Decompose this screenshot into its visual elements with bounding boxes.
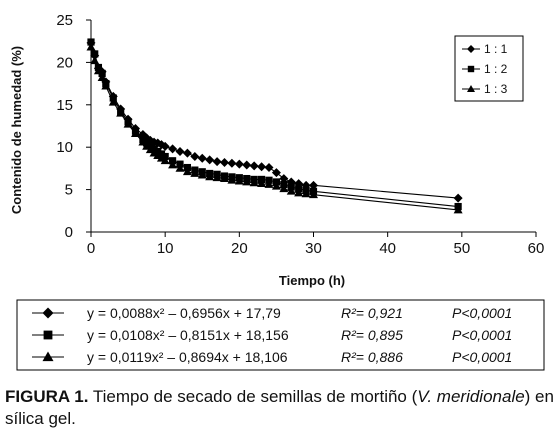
chart: 0 10 20 30 40 50 60 0 5 10 15 20 25 Contenido de hum… xyxy=(9,12,545,371)
data-point xyxy=(90,56,100,65)
data-point xyxy=(175,163,185,172)
data-point xyxy=(175,146,185,156)
fit-p-value: P<0,0001 xyxy=(452,305,512,321)
data-point xyxy=(286,186,296,195)
data-point xyxy=(197,153,207,163)
data-point xyxy=(301,189,311,198)
caption-text-before: Tiempo de secado de semillas de mortiño … xyxy=(88,387,418,406)
x-tick-label: 0 xyxy=(87,240,95,257)
data-point xyxy=(168,144,178,154)
data-point xyxy=(182,148,192,158)
y-tick-label: 20 xyxy=(56,54,73,71)
y-tick-label: 25 xyxy=(56,12,73,29)
x-tick-label: 60 xyxy=(528,240,545,257)
legend-marker-triangle xyxy=(467,85,475,92)
legend-label: 1 : 2 xyxy=(484,62,508,76)
data-point xyxy=(160,141,170,151)
data-point xyxy=(249,161,259,171)
fit-p-value: P<0,0001 xyxy=(452,349,512,365)
axes-layer: 0 10 20 30 40 50 60 0 5 10 15 20 25 xyxy=(56,12,544,257)
x-tick-label: 10 xyxy=(157,240,174,257)
data-point xyxy=(257,179,267,188)
data-point xyxy=(131,129,140,138)
data-point xyxy=(294,188,304,197)
fit-p-value: P<0,0001 xyxy=(452,327,512,343)
x-tick-label: 30 xyxy=(305,240,322,257)
fit-equation: y = 0,0108x² – 0,8151x + 18,156 xyxy=(87,327,289,343)
fit-r-squared: R²= 0,895 xyxy=(341,327,403,343)
fit-equation-table: y = 0,0088x² – 0,6956x + 17,79 R²= 0,921 P… xyxy=(16,299,545,371)
y-tick-label: 5 xyxy=(65,182,73,199)
data-point xyxy=(182,167,192,176)
data-point xyxy=(279,174,289,184)
series-layer xyxy=(86,38,463,214)
data-point xyxy=(212,157,222,167)
data-point xyxy=(197,170,207,179)
y-tick-label: 10 xyxy=(56,139,73,156)
data-point xyxy=(190,152,200,162)
x-axis-title: Tiempo (h) xyxy=(279,273,345,288)
fit-equation: y = 0,0088x² – 0,6956x + 17,79 xyxy=(87,305,281,321)
data-point xyxy=(205,155,215,165)
fit-table-marker-diamond xyxy=(42,307,54,319)
data-point xyxy=(249,178,259,187)
figure-caption: FIGURA 1. Tiempo de secado de semillas d… xyxy=(5,386,557,430)
data-point xyxy=(242,160,252,170)
data-point xyxy=(101,81,111,90)
y-axis-title: Contenido de humedad (%) xyxy=(9,46,24,214)
data-point xyxy=(108,97,118,106)
fit-r-squared: R²= 0,886 xyxy=(341,349,403,365)
fit-table-marker-square xyxy=(43,330,53,340)
data-point xyxy=(97,73,107,82)
y-tick-label: 15 xyxy=(56,97,73,114)
data-point xyxy=(271,168,281,178)
data-point xyxy=(279,184,289,193)
data-point xyxy=(227,158,237,168)
fit-equation: y = 0,0119x² – 0,8694x + 18,106 xyxy=(87,349,288,365)
data-point xyxy=(309,190,318,199)
data-point xyxy=(227,175,237,184)
data-point xyxy=(264,180,274,188)
data-point xyxy=(168,160,178,169)
data-point xyxy=(145,145,155,154)
data-point xyxy=(160,156,170,165)
data-point xyxy=(205,172,215,181)
x-tick-label: 40 xyxy=(379,240,396,257)
data-point xyxy=(453,205,463,214)
data-point xyxy=(453,193,463,203)
data-point xyxy=(234,159,244,169)
data-point xyxy=(309,180,318,190)
data-point xyxy=(212,173,222,182)
legend-label: 1 : 3 xyxy=(484,82,508,96)
caption-label: FIGURA 1. xyxy=(5,387,89,406)
legend-marker-diamond xyxy=(467,45,475,53)
legend-marker-square xyxy=(467,65,475,73)
legend: 1 : 1 1 : 2 1 : 3 xyxy=(454,35,524,102)
data-point xyxy=(242,177,252,186)
fit-r-squared: R²= 0,921 xyxy=(341,305,403,321)
data-point xyxy=(93,66,103,75)
data-point xyxy=(220,157,229,167)
caption-text-after: ) en sílica gel. xyxy=(5,387,554,428)
caption-species: V. meridionale xyxy=(417,387,525,406)
data-point xyxy=(91,50,99,58)
data-point xyxy=(257,162,267,172)
y-tick-label: 0 xyxy=(65,224,73,241)
data-point xyxy=(271,181,281,190)
x-tick-label: 50 xyxy=(453,240,470,257)
fit-table-marker-triangle xyxy=(42,351,54,362)
x-tick-label: 20 xyxy=(231,240,248,257)
data-point xyxy=(190,168,200,177)
legend-label: 1 : 1 xyxy=(484,42,508,56)
fit-table-box xyxy=(16,299,545,371)
data-point xyxy=(264,163,274,173)
data-point xyxy=(220,174,229,182)
data-point xyxy=(234,176,244,185)
data-point xyxy=(123,119,133,128)
data-point xyxy=(142,141,152,150)
data-point xyxy=(138,137,148,146)
data-point xyxy=(116,108,126,117)
